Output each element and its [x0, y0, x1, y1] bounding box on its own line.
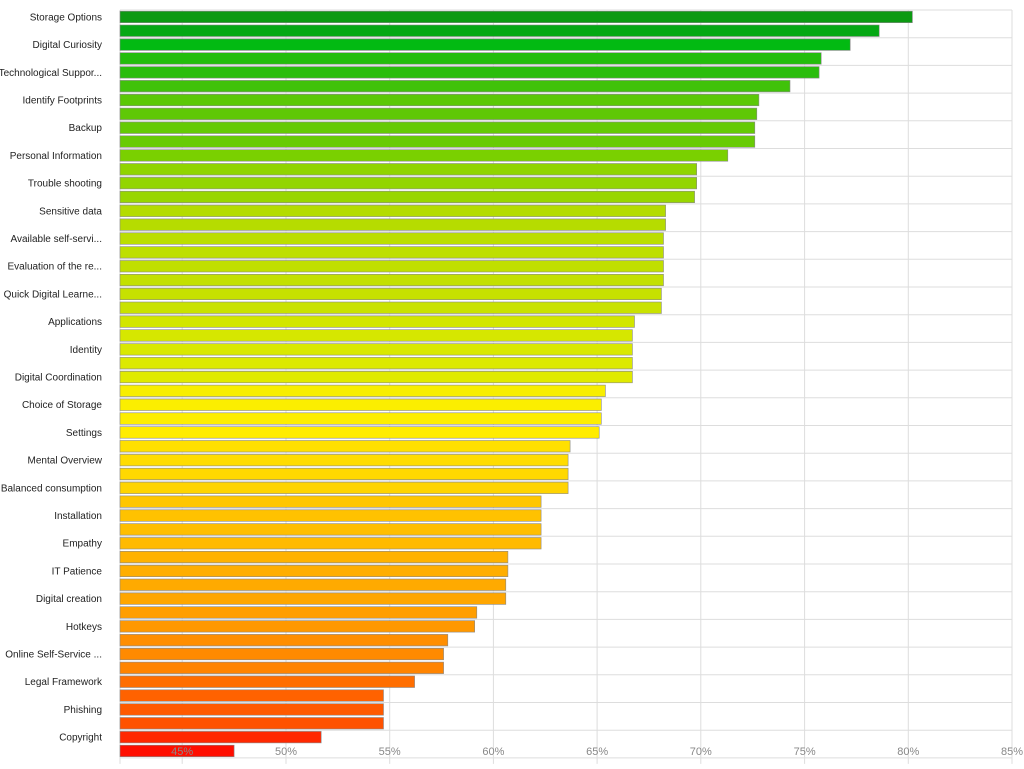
category-label: Balanced consumption: [1, 483, 102, 494]
bar: [119, 523, 542, 536]
bar: [119, 260, 664, 273]
bar: [119, 620, 476, 633]
x-tick-label: 85%: [1001, 746, 1023, 758]
bar: [119, 634, 449, 647]
bar: [119, 163, 698, 176]
bar: [119, 38, 851, 51]
x-tick-label: 75%: [794, 746, 816, 758]
x-tick-label: 55%: [379, 746, 401, 758]
bar: [119, 24, 880, 37]
bar: [119, 606, 478, 619]
bar: [119, 107, 758, 120]
category-label: Trouble shooting: [28, 179, 102, 190]
category-label: Hotkeys: [66, 622, 102, 633]
category-label: Settings: [66, 428, 102, 439]
x-tick-label: 70%: [690, 746, 712, 758]
category-label: Empathy: [63, 539, 102, 550]
category-label: Digital Coordination: [15, 373, 102, 384]
bar: [119, 481, 569, 494]
bar: [119, 80, 791, 93]
bar: [119, 744, 235, 758]
bar: [119, 703, 384, 716]
bar: [119, 647, 444, 661]
bar: [119, 509, 542, 522]
category-labels: Storage Options Digital Curiosity Technolo…: [0, 12, 103, 743]
category-label: Identify Footprints: [23, 96, 102, 107]
bar: [119, 592, 507, 605]
bar: [119, 384, 606, 397]
bar: [119, 135, 756, 148]
bar: [119, 218, 666, 231]
bar: [119, 398, 602, 411]
bar: [119, 246, 664, 259]
bar: [119, 52, 822, 65]
bar: [119, 287, 662, 301]
bar: [119, 370, 633, 384]
category-label: Technological Suppor...: [0, 68, 102, 79]
category-label: Digital creation: [36, 594, 102, 605]
bar: [119, 301, 662, 314]
category-label: Storage Options: [30, 12, 102, 23]
bar: [119, 343, 633, 356]
category-label: Sensitive data: [39, 206, 102, 217]
category-label: Online Self-Service ...: [5, 650, 102, 661]
bar: [119, 537, 542, 550]
category-label: Phishing: [64, 705, 102, 716]
bars: [119, 10, 913, 758]
x-tick-label: 80%: [897, 746, 919, 758]
bar: [119, 204, 666, 217]
bar: [119, 426, 600, 439]
bar: [119, 564, 509, 578]
category-label: Legal Framework: [25, 677, 103, 688]
bar: [119, 550, 509, 564]
x-tick-label: 65%: [586, 746, 608, 758]
bar: [119, 315, 635, 328]
bar: [119, 717, 384, 730]
bar: [119, 10, 913, 23]
bar: [119, 149, 729, 162]
bar: [119, 232, 664, 245]
bar: [119, 467, 569, 481]
category-label: Backup: [69, 123, 103, 134]
bar: [119, 190, 695, 203]
category-label: Available self-servi...: [10, 234, 102, 245]
bar: [119, 66, 820, 79]
bar: [119, 273, 664, 287]
bar: [119, 731, 322, 744]
category-label: Identity: [70, 345, 102, 356]
bar: [119, 94, 760, 107]
category-label: Digital Curiosity: [33, 40, 102, 51]
bar: [119, 675, 415, 688]
category-label: Choice of Storage: [22, 400, 102, 411]
bar: [119, 454, 569, 467]
bar: [119, 495, 542, 508]
category-label: Mental Overview: [28, 456, 103, 467]
bar: [119, 578, 507, 591]
bar: [119, 329, 633, 342]
bar: [119, 412, 602, 425]
x-axis-tick-labels: 45% 50% 55% 60% 65% 70% 75% 80% 85%: [171, 746, 1023, 758]
x-tick-label: 60%: [482, 746, 504, 758]
bar: [119, 177, 698, 190]
category-label: Copyright: [59, 733, 102, 744]
category-label: IT Patience: [52, 566, 103, 577]
category-label: Evaluation of the re...: [7, 262, 102, 273]
category-label: Personal Information: [10, 151, 102, 162]
category-label: Quick Digital Learne...: [4, 289, 102, 300]
x-tick-label: 45%: [171, 746, 193, 758]
bar: [119, 121, 756, 134]
bar: [119, 661, 444, 674]
category-label: Applications: [48, 317, 102, 328]
bar: [119, 440, 571, 453]
bar: [119, 357, 633, 370]
x-tick-label: 50%: [275, 746, 297, 758]
category-label: Installation: [54, 511, 102, 522]
bar: [119, 689, 384, 702]
